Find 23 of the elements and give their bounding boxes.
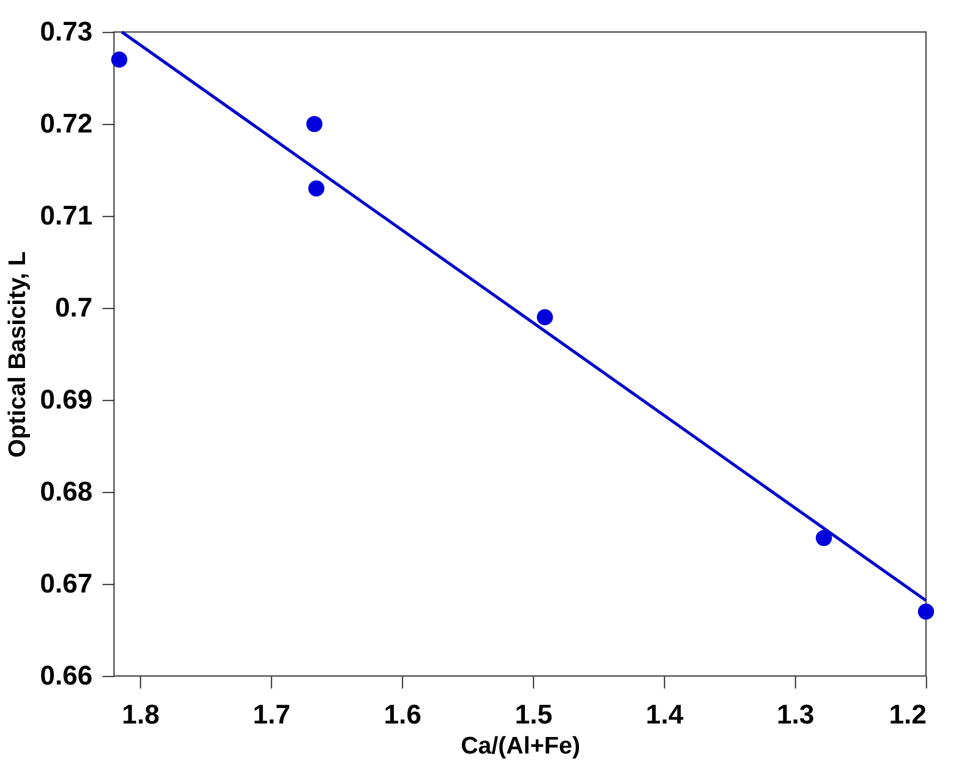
x-tick-label: 1.2 [888,700,926,730]
x-axis-title: Ca/(Al+Fe) [460,732,580,760]
x-tick-label: 1.3 [776,700,814,730]
y-tick-label: 0.7 [54,292,92,322]
x-tick-label: 1.6 [384,700,422,730]
point [308,180,324,196]
point [536,309,553,326]
y-tick-label: 0.69 [40,384,92,414]
y-tick-label: 0.68 [40,476,92,506]
x-tick-label: 1.8 [122,700,160,730]
x-tick-label: 1.4 [646,700,684,730]
y-tick-label: 0.73 [40,16,92,46]
y-tick-label: 0.66 [40,660,92,690]
point [816,530,832,546]
y-tick-label: 0.67 [40,568,92,598]
point [111,52,128,68]
x-tick-label: 1.5 [514,700,552,730]
y-axis-title: Optical Basicity, L [4,251,31,458]
x-tick-label: 1.7 [252,700,290,730]
y-tick-label: 0.72 [40,108,92,138]
point [918,604,934,620]
point [306,116,322,132]
y-tick-label: 0.71 [40,200,92,230]
